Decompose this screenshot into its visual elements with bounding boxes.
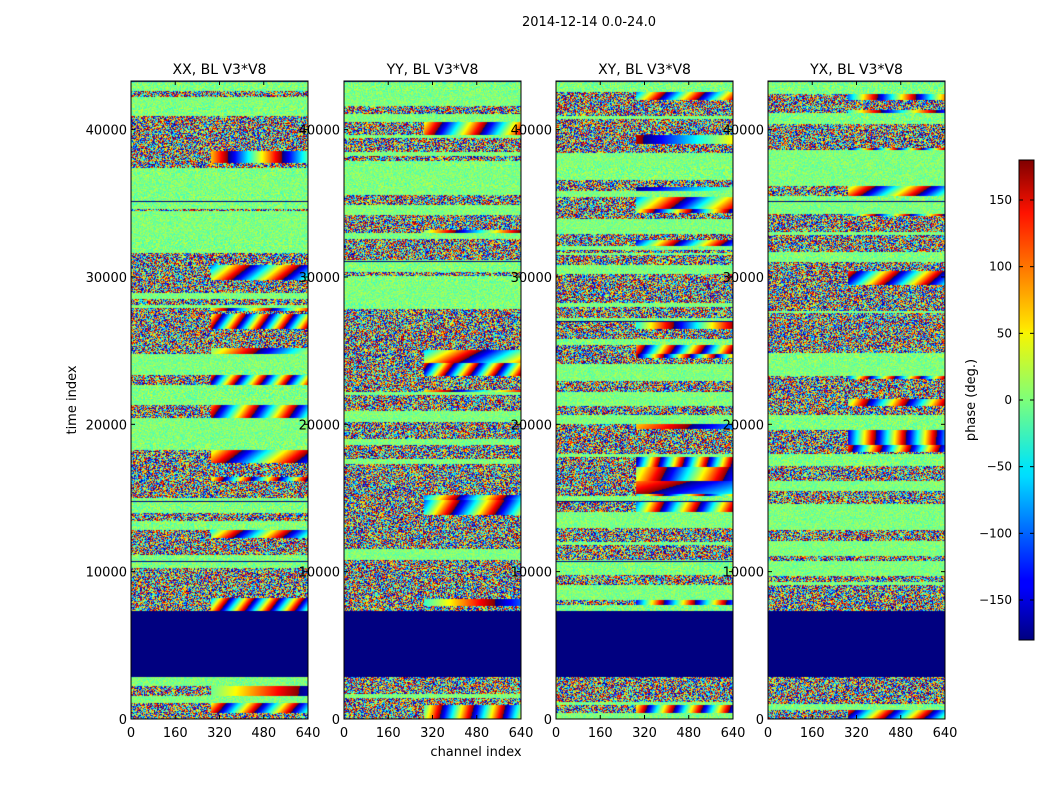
x-tick-label: 160 xyxy=(376,726,401,741)
x-tick-label: 0 xyxy=(552,726,560,741)
x-tick-label: 640 xyxy=(509,726,534,741)
y-tick-label: 10000 xyxy=(511,566,552,581)
x-tick-label: 480 xyxy=(676,726,701,741)
colorbar-tick-label: −100 xyxy=(979,526,1012,540)
y-tick-label: 0 xyxy=(544,713,552,728)
colorbar-label: phase (deg.) xyxy=(964,359,979,441)
y-tick-label: 0 xyxy=(119,713,127,728)
panel-title: XX, BL V3*V8 xyxy=(173,62,267,78)
x-tick-label: 0 xyxy=(764,726,772,741)
colorbar-tick-label: −150 xyxy=(979,593,1012,607)
y-tick-label: 30000 xyxy=(299,271,340,286)
x-tick-label: 320 xyxy=(420,726,445,741)
x-tick-label: 640 xyxy=(296,726,321,741)
phase-waterfall-yy xyxy=(344,81,521,719)
y-tick-label: 30000 xyxy=(86,271,127,286)
y-tick-label: 10000 xyxy=(299,566,340,581)
x-tick-label: 320 xyxy=(632,726,657,741)
x-tick-label: 0 xyxy=(127,726,135,741)
y-tick-label: 10000 xyxy=(723,566,764,581)
y-tick-label: 0 xyxy=(332,713,340,728)
y-tick-label: 40000 xyxy=(299,124,340,139)
y-axis-label: time index xyxy=(65,365,80,434)
panel-title: YY, BL V3*V8 xyxy=(386,62,479,78)
panel-yx: YX, BL V3*V8 0 160 320 480 640 0 10000 20000 3000… xyxy=(723,62,958,741)
y-tick-label: 40000 xyxy=(86,124,127,139)
y-tick-label: 0 xyxy=(756,713,764,728)
y-tick-label: 30000 xyxy=(723,271,764,286)
colorbar-tick-label: −50 xyxy=(987,460,1012,474)
panel-xx: XX, BL V3*V8 0 160 320 480 640 0 10000 20000 3000… xyxy=(86,62,321,741)
x-tick-label: 640 xyxy=(721,726,746,741)
colorbar-ticks: 150 100 50 0 −50 −100 −150 xyxy=(979,193,1034,607)
figure-title: 2014-12-14 0.0-24.0 xyxy=(522,15,656,30)
y-tick-label: 40000 xyxy=(723,124,764,139)
y-tick-label: 20000 xyxy=(511,418,552,433)
colorbar-tick-label: 100 xyxy=(989,260,1012,274)
y-tick-label: 20000 xyxy=(723,418,764,433)
phase-waterfall-xx xyxy=(131,81,308,719)
x-tick-label: 480 xyxy=(888,726,913,741)
x-tick-label: 320 xyxy=(207,726,232,741)
y-tick-label: 30000 xyxy=(511,271,552,286)
y-tick-label: 20000 xyxy=(299,418,340,433)
y-tick-label: 10000 xyxy=(86,566,127,581)
x-tick-label: 320 xyxy=(844,726,869,741)
panel-xy: XY, BL V3*V8 0 160 320 480 640 0 10000 20000 3000… xyxy=(511,62,746,741)
phase-waterfall-yx xyxy=(768,81,945,719)
x-tick-label: 480 xyxy=(251,726,276,741)
x-tick-label: 640 xyxy=(933,726,958,741)
y-tick-label: 20000 xyxy=(86,418,127,433)
colorbar: 150 100 50 0 −50 −100 −150 phase (deg.) xyxy=(964,159,1035,641)
colorbar-tick-label: 0 xyxy=(1004,393,1012,407)
x-tick-label: 160 xyxy=(163,726,188,741)
x-axis-label: channel index xyxy=(430,745,521,760)
phase-waterfall-xy xyxy=(556,81,733,719)
panel-title: YX, BL V3*V8 xyxy=(809,62,903,78)
x-tick-label: 160 xyxy=(800,726,825,741)
x-tick-label: 0 xyxy=(340,726,348,741)
panel-title: XY, BL V3*V8 xyxy=(598,62,691,78)
colorbar-tick-label: 50 xyxy=(997,326,1012,340)
colorbar-tick-label: 150 xyxy=(989,193,1012,207)
x-tick-label: 480 xyxy=(464,726,489,741)
panels-group: XX, BL V3*V8 0 160 320 480 640 0 10000 20000 3000… xyxy=(86,62,958,741)
panel-yy: YY, BL V3*V8 0 160 320 480 640 0 10000 20000 3000… xyxy=(299,62,534,741)
y-tick-label: 40000 xyxy=(511,124,552,139)
x-tick-label: 160 xyxy=(588,726,613,741)
